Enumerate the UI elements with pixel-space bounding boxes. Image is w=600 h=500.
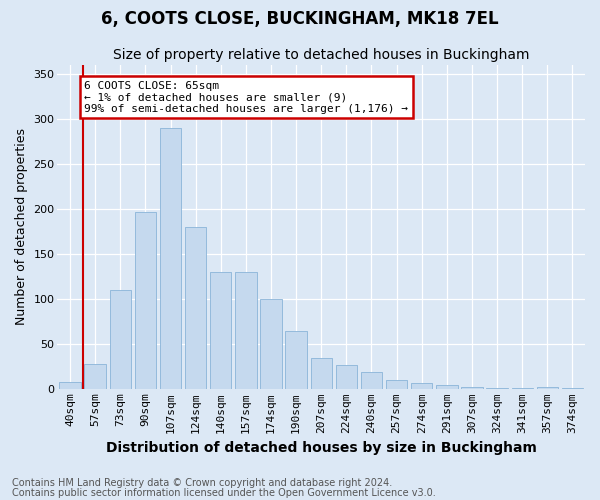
Text: 6 COOTS CLOSE: 65sqm
← 1% of detached houses are smaller (9)
99% of semi-detache: 6 COOTS CLOSE: 65sqm ← 1% of detached ho… [85, 81, 409, 114]
Bar [235, 272, 257, 390]
Bar [386, 380, 407, 390]
Bar [85, 364, 106, 390]
Bar [461, 386, 482, 390]
Bar [160, 128, 181, 390]
Bar [562, 388, 583, 390]
Bar [59, 382, 80, 390]
Bar [210, 272, 232, 390]
X-axis label: Distribution of detached houses by size in Buckingham: Distribution of detached houses by size … [106, 441, 536, 455]
Bar [311, 358, 332, 390]
Bar [335, 365, 357, 390]
Bar [411, 383, 433, 390]
Bar [487, 388, 508, 390]
Bar [185, 227, 206, 390]
Bar [536, 386, 558, 390]
Text: Contains HM Land Registry data © Crown copyright and database right 2024.: Contains HM Land Registry data © Crown c… [12, 478, 392, 488]
Bar [135, 212, 156, 390]
Bar [260, 299, 281, 390]
Bar [361, 372, 382, 390]
Bar [436, 385, 458, 390]
Bar [286, 330, 307, 390]
Text: 6, COOTS CLOSE, BUCKINGHAM, MK18 7EL: 6, COOTS CLOSE, BUCKINGHAM, MK18 7EL [101, 10, 499, 28]
Text: Contains public sector information licensed under the Open Government Licence v3: Contains public sector information licen… [12, 488, 436, 498]
Bar [110, 290, 131, 390]
Y-axis label: Number of detached properties: Number of detached properties [15, 128, 28, 326]
Title: Size of property relative to detached houses in Buckingham: Size of property relative to detached ho… [113, 48, 529, 62]
Bar [512, 388, 533, 390]
